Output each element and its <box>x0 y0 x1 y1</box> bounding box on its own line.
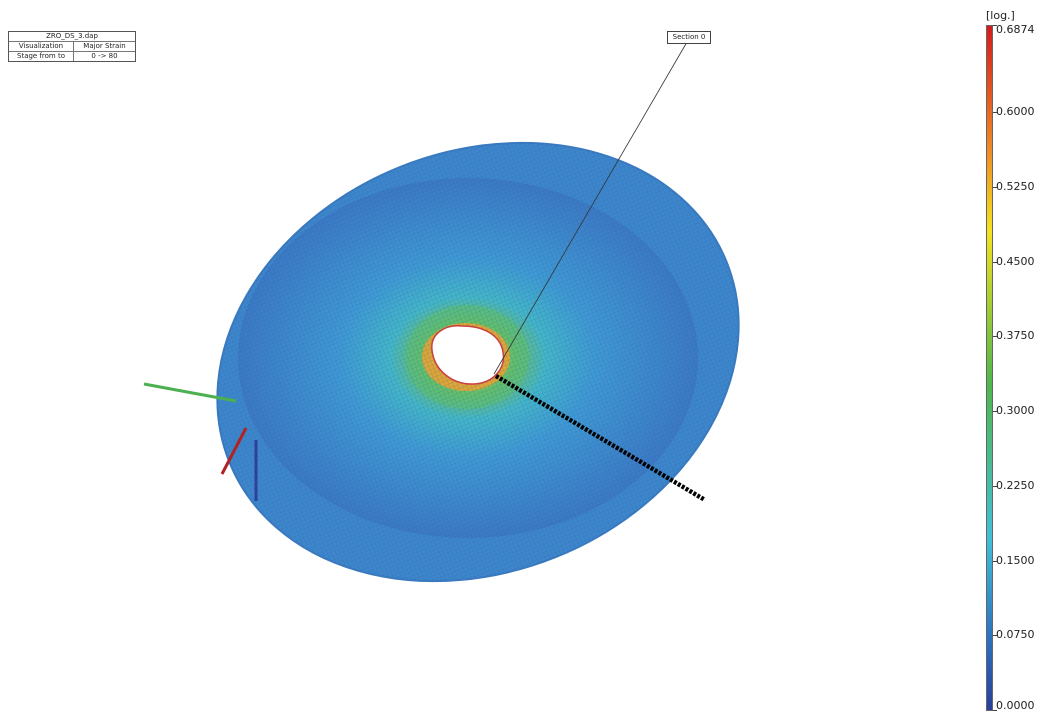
legend-tick-label: 0.6000 <box>996 105 1035 119</box>
legend-tick <box>993 560 997 562</box>
section-label[interactable]: Section 0 <box>667 31 711 44</box>
legend-tick <box>993 411 997 413</box>
legend-color-bar <box>986 25 993 711</box>
y-axis-icon <box>143 382 237 403</box>
project-file-name: ZRO_DS_3.dap <box>9 32 135 42</box>
center-hole <box>431 325 505 385</box>
info-value: Major Strain <box>83 42 126 50</box>
legend-tick <box>993 336 997 338</box>
legend-tick-label: 0.3750 <box>996 329 1035 343</box>
legend-tick <box>993 485 997 487</box>
legend-tick-label: 0.0750 <box>996 628 1035 642</box>
section-path[interactable] <box>494 374 707 502</box>
legend-tick <box>993 635 997 637</box>
section-leader-line <box>493 41 688 375</box>
info-label: Visualization <box>9 42 74 51</box>
legend-tick <box>993 710 997 711</box>
legend-tick <box>993 25 997 26</box>
legend-tick-label: 0.1500 <box>996 553 1035 567</box>
mesh-disc[interactable] <box>150 67 805 657</box>
legend-tick <box>993 186 997 188</box>
info-value: 0 -> 80 <box>91 52 118 60</box>
legend-tick-label: 0.4500 <box>996 254 1035 268</box>
legend-tick <box>993 112 997 114</box>
legend-tick-label: 0.6874 <box>996 23 1035 36</box>
info-row-stage: Stage from to 0 -> 80 <box>9 52 135 61</box>
info-label: Stage from to <box>9 52 74 61</box>
legend-tick <box>993 261 997 263</box>
coordinate-axes <box>143 382 258 501</box>
legend-tick-label: 0.5250 <box>996 179 1035 193</box>
x-axis-icon <box>220 427 248 475</box>
legend-unit: [log.] <box>986 9 1015 22</box>
info-table: ZRO_DS_3.dap Visualization Major Strain … <box>8 31 136 62</box>
info-row-visualization: Visualization Major Strain <box>9 42 135 52</box>
legend-tick-label: 0.3000 <box>996 404 1035 418</box>
legend-tick-label: 0.2250 <box>996 478 1035 492</box>
legend-tick-label: 0.0000 <box>996 699 1035 712</box>
